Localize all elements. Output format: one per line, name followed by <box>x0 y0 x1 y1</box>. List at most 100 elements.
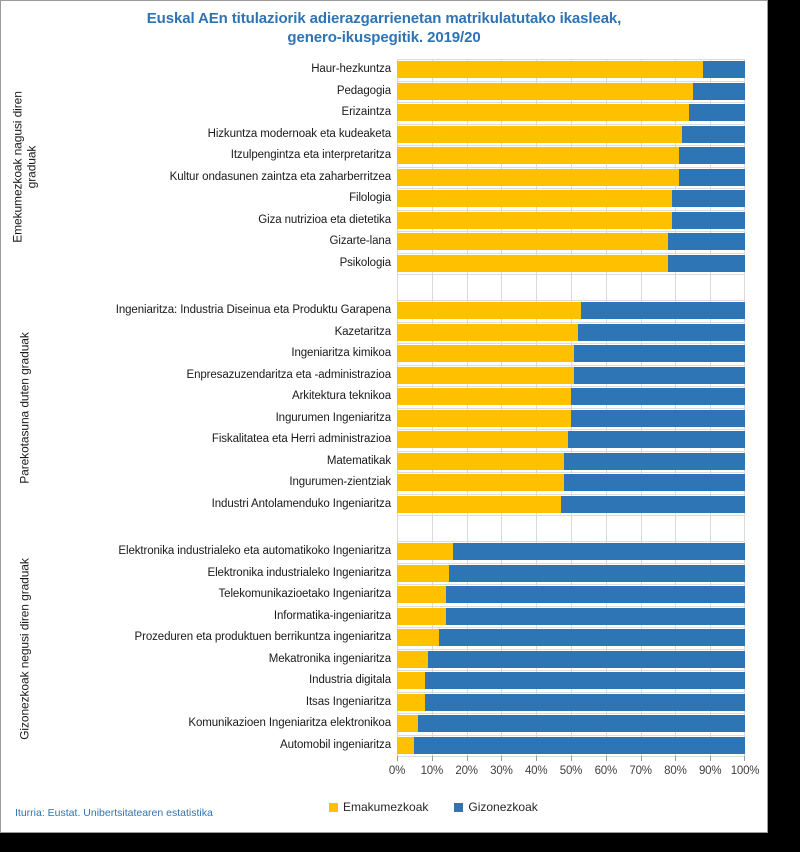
bar-row <box>397 190 745 208</box>
gridline-horizontal <box>397 123 745 125</box>
category-label: Pedagogia <box>336 84 391 97</box>
gridline-horizontal <box>397 166 745 168</box>
legend-swatch-gizonezkoak-icon <box>454 802 464 812</box>
gridline-horizontal <box>397 343 745 344</box>
category-label: Matematikak <box>326 454 391 467</box>
bar-row <box>397 474 745 492</box>
category-label: Hizkuntza modernoak eta kudeaketa <box>207 127 391 140</box>
bar-segment-emakumezkoak <box>397 125 683 143</box>
bar-row <box>397 564 745 582</box>
bar-row <box>397 82 745 100</box>
category-label: Industri Antolamenduko Ingeniaritza <box>211 497 391 510</box>
bar-row <box>397 233 745 251</box>
bar-segment-gizonezkoak <box>560 495 745 513</box>
x-axis-tick <box>640 756 642 761</box>
bar-segment-emakumezkoak <box>397 431 568 449</box>
bar-segment-gizonezkoak <box>689 104 745 122</box>
bar-segment-emakumezkoak <box>397 736 415 754</box>
bar-segment-gizonezkoak <box>449 564 745 582</box>
bar-segment-gizonezkoak <box>671 211 745 229</box>
bar-segment-gizonezkoak <box>678 147 745 165</box>
x-axis-tick <box>710 756 712 761</box>
bar-segment-emakumezkoak <box>397 82 693 100</box>
gridline-horizontal <box>397 145 745 146</box>
category-label: Gizarte-lana <box>329 235 392 247</box>
bar-row <box>397 125 745 143</box>
bar-row <box>397 147 745 165</box>
gridline-horizontal <box>397 450 745 452</box>
x-axis-tick-label: 100% <box>730 765 760 777</box>
bar-row <box>397 495 745 513</box>
gridline-horizontal <box>397 102 745 103</box>
gridline-horizontal <box>397 691 745 693</box>
category-label: Arkitektura teknikoa <box>292 390 391 402</box>
bar-segment-gizonezkoak <box>668 254 745 272</box>
category-label: Prozeduren eta produktuen berrikuntza in… <box>134 631 392 643</box>
bar-segment-emakumezkoak <box>397 323 578 341</box>
bar-row <box>397 211 745 229</box>
legend-label-gizonezkoak: Gizonezkoak <box>468 800 538 814</box>
gridline-horizontal <box>397 734 745 736</box>
gridline-horizontal <box>397 80 745 82</box>
bar-segment-gizonezkoak <box>445 607 745 625</box>
bar-segment-gizonezkoak <box>571 409 745 427</box>
category-label: Itzulpengintza eta interpretaritza <box>230 149 391 161</box>
x-axis-tick-label: 30% <box>490 765 513 777</box>
x-axis-tick-label: 70% <box>629 765 652 777</box>
category-label: Kultur ondasunen zaintza eta zaharberrit… <box>169 170 391 183</box>
gridline-horizontal <box>397 407 745 409</box>
bar-segment-gizonezkoak <box>445 586 745 604</box>
bar-segment-gizonezkoak <box>438 629 745 647</box>
bar-segment-emakumezkoak <box>397 586 446 604</box>
category-label: Automobil ingeniaritza <box>280 738 391 751</box>
bar-row <box>397 452 745 470</box>
bar-segment-gizonezkoak <box>577 323 745 341</box>
gridline-horizontal <box>397 493 745 495</box>
bar-segment-emakumezkoak <box>397 495 561 513</box>
bar-row <box>397 629 745 647</box>
gridline-horizontal <box>397 209 745 211</box>
bar-row <box>397 672 745 690</box>
bar-segment-gizonezkoak <box>692 82 745 100</box>
bar-segment-emakumezkoak <box>397 650 429 668</box>
bar-row <box>397 302 745 320</box>
bar-segment-gizonezkoak <box>682 125 745 143</box>
chart-title: Euskal AEn titulaziorik adierazgarrienet… <box>1 9 767 47</box>
bar-segment-emakumezkoak <box>397 233 669 251</box>
category-label: Filologia <box>349 192 391 204</box>
chart-canvas: Euskal AEn titulaziorik adierazgarrienet… <box>0 0 768 833</box>
bar-row <box>397 586 745 604</box>
bar-row <box>397 650 745 668</box>
gridline-horizontal <box>397 605 745 607</box>
bar-row <box>397 607 745 625</box>
bar-row <box>397 254 745 272</box>
gridline-horizontal <box>397 231 745 232</box>
bar-segment-gizonezkoak <box>424 693 745 711</box>
bar-segment-gizonezkoak <box>452 543 745 561</box>
gridline-horizontal <box>397 584 745 585</box>
x-axis-tick <box>501 756 503 761</box>
x-axis-tick-label: 50% <box>559 765 583 777</box>
category-label: Ingeniaritza: Industria Diseinua eta Pro… <box>115 304 391 316</box>
x-axis-tick <box>397 756 398 761</box>
category-label: Ingurumen Ingeniaritza <box>275 411 392 424</box>
chart-title-line2: genero-ikuspegitik. 2019/20 <box>287 29 481 46</box>
bar-row <box>397 323 745 341</box>
bar-segment-gizonezkoak <box>668 233 745 251</box>
bar-segment-emakumezkoak <box>397 168 679 186</box>
category-label: Mekatronika ingeniaritza <box>268 652 391 665</box>
bar-segment-gizonezkoak <box>574 366 745 384</box>
category-label: Ingurumen-zientziak <box>289 476 391 488</box>
x-axis-tick-label: 20% <box>455 765 478 777</box>
gridline-horizontal <box>397 188 745 189</box>
category-label: Erizaintza <box>341 106 392 118</box>
gridline-horizontal <box>397 670 745 671</box>
x-axis-tick-label: 90% <box>698 765 722 777</box>
legend: Emakumezkoak Gizonezkoak <box>329 800 538 814</box>
bar-row <box>397 543 745 561</box>
category-label: Haur-hezkuntza <box>311 63 391 75</box>
bar-segment-emakumezkoak <box>397 254 669 272</box>
bar-segment-gizonezkoak <box>428 650 745 668</box>
bar-segment-gizonezkoak <box>567 431 745 449</box>
bar-segment-gizonezkoak <box>414 736 745 754</box>
